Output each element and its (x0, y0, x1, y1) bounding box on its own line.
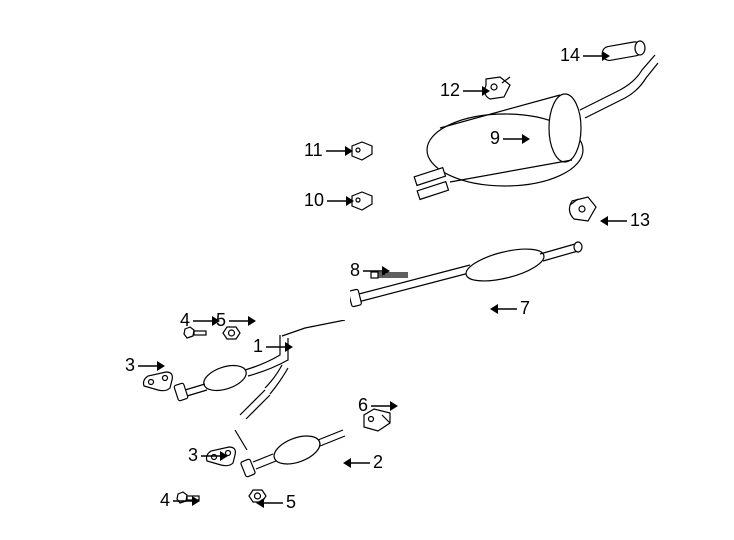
callout-11: 11 (304, 140, 353, 161)
arrow-icon (490, 303, 518, 315)
callout-number: 8 (350, 260, 360, 281)
exhaust-system-diagram: 1 2 3 3 4 4 5 5 6 7 (0, 0, 734, 540)
arrow-icon (600, 215, 628, 227)
callout-7: 7 (490, 298, 530, 319)
arrow-icon (370, 400, 398, 412)
arrow-icon (462, 85, 490, 97)
arrow-icon (137, 360, 165, 372)
arrow-icon (256, 497, 284, 509)
callout-3-gasket-bottom: 3 (188, 445, 228, 466)
arrow-icon (343, 457, 371, 469)
callout-number: 3 (188, 445, 198, 466)
callout-number: 9 (490, 128, 500, 149)
callout-number: 10 (304, 190, 324, 211)
arrow-icon (326, 195, 354, 207)
arrow-icon (502, 133, 530, 145)
callout-number: 2 (373, 452, 383, 473)
callout-number: 5 (286, 492, 296, 513)
callout-13: 13 (600, 210, 650, 231)
callout-5-nut-bottom: 5 (256, 492, 296, 513)
arrow-icon (228, 315, 256, 327)
callout-12: 12 (440, 80, 490, 101)
arrow-icon (362, 265, 390, 277)
callout-number: 6 (358, 395, 368, 416)
callout-8: 8 (350, 260, 390, 281)
callout-number: 1 (253, 336, 263, 357)
arrow-icon (265, 341, 293, 353)
callout-9: 9 (490, 128, 530, 149)
callout-number: 14 (560, 45, 580, 66)
callout-number: 12 (440, 80, 460, 101)
callout-3-gasket-top: 3 (125, 355, 165, 376)
arrow-icon (582, 50, 610, 62)
callout-number: 3 (125, 355, 135, 376)
callout-number: 13 (630, 210, 650, 231)
callout-number: 7 (520, 298, 530, 319)
callout-10: 10 (304, 190, 354, 211)
callout-6: 6 (358, 395, 398, 416)
part-muffler (410, 50, 660, 220)
callout-2: 2 (343, 452, 383, 473)
callout-1: 1 (253, 336, 293, 357)
callout-number: 5 (216, 310, 226, 331)
callout-number: 4 (160, 490, 170, 511)
arrow-icon (325, 145, 353, 157)
callout-4-bolt-bottom: 4 (160, 490, 200, 511)
callout-5-nut-top: 5 (216, 310, 256, 331)
callout-4-bolt-top: 4 (180, 310, 220, 331)
arrow-icon (172, 495, 200, 507)
callout-number: 4 (180, 310, 190, 331)
arrow-icon (200, 450, 228, 462)
callout-number: 11 (304, 140, 323, 161)
part-hanger-13 (566, 195, 600, 225)
callout-14: 14 (560, 45, 610, 66)
